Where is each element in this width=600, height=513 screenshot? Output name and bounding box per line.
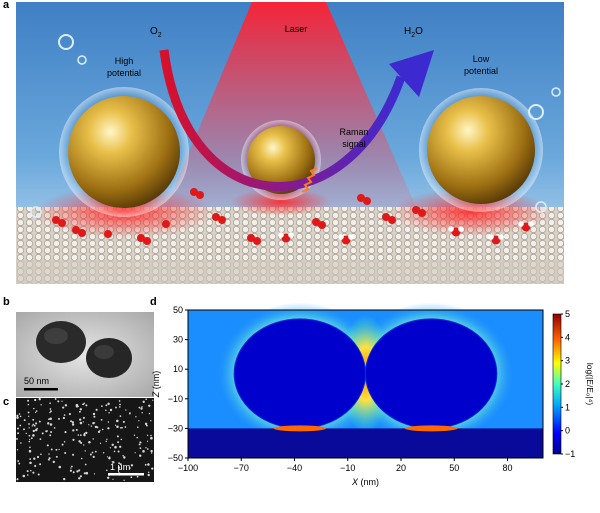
x-tick-label: −100 xyxy=(178,463,198,473)
sem-scale-bar xyxy=(108,473,144,476)
x-tick-label: −40 xyxy=(287,463,302,473)
sem-scale-bar-label: 1 μm xyxy=(110,462,130,472)
y-tick-label: −50 xyxy=(168,453,183,463)
panel-a-letter: a xyxy=(3,0,10,11)
colorbar-tick-label: 2 xyxy=(565,379,570,389)
h2o-label: H2O xyxy=(404,26,423,39)
x-tick-label: 80 xyxy=(502,463,512,473)
laser-label: Laser xyxy=(285,24,308,34)
low-potential-label-line2: potential xyxy=(464,66,498,76)
sem-image: 1 μm xyxy=(16,398,154,482)
contact-hotspot-2 xyxy=(404,425,458,432)
panel-b-letter: b xyxy=(3,296,10,308)
tem-image: 50 nm xyxy=(16,312,154,397)
tem-scale-bar xyxy=(24,388,58,391)
x-tick-label: 20 xyxy=(396,463,406,473)
y-axis-title: Z (nm) xyxy=(151,371,161,399)
raman-label-line2: signal xyxy=(342,139,366,149)
x-tick-label: 50 xyxy=(449,463,459,473)
high-potential-label-line2: potential xyxy=(107,68,141,78)
colorbar-tick-label: −1 xyxy=(565,449,575,459)
x-tick-label: −10 xyxy=(340,463,355,473)
tem-scale-bar-label: 50 nm xyxy=(24,376,49,386)
y-tick-label: −30 xyxy=(168,423,183,433)
schematic-illustration: O2 Laser H2O High potential Low potentia… xyxy=(16,2,564,284)
colorbar-tick-label: 4 xyxy=(565,332,570,342)
colorbar-tick-label: 5 xyxy=(565,309,570,319)
colorbar-tick-label: 3 xyxy=(565,356,570,366)
x-tick-label: −70 xyxy=(234,463,249,473)
substrate-region xyxy=(188,428,543,458)
y-tick-label: 30 xyxy=(173,335,183,345)
y-tick-label: 50 xyxy=(173,305,183,315)
contact-hotspot-1 xyxy=(273,425,327,432)
panel-c-letter: c xyxy=(3,396,10,408)
colorbar xyxy=(552,313,562,455)
particle-2 xyxy=(364,318,498,429)
colorbar-label: log(|E/E₀|⁴) xyxy=(585,363,595,405)
high-potential-label-line1: High xyxy=(115,56,134,66)
panel-d-letter: d xyxy=(150,296,157,308)
low-potential-label-line1: Low xyxy=(473,54,490,64)
colorbar-tick-label: 0 xyxy=(565,426,570,436)
y-tick-label: 10 xyxy=(173,364,183,374)
particle-1 xyxy=(233,318,366,429)
x-axis-title: X (nm) xyxy=(351,477,379,487)
plot-frame xyxy=(187,309,544,459)
raman-label-line1: Raman xyxy=(339,127,368,137)
o2-label: O2 xyxy=(150,26,162,39)
y-tick-label: −10 xyxy=(168,394,183,404)
colorbar-tick-label: 1 xyxy=(565,402,570,412)
